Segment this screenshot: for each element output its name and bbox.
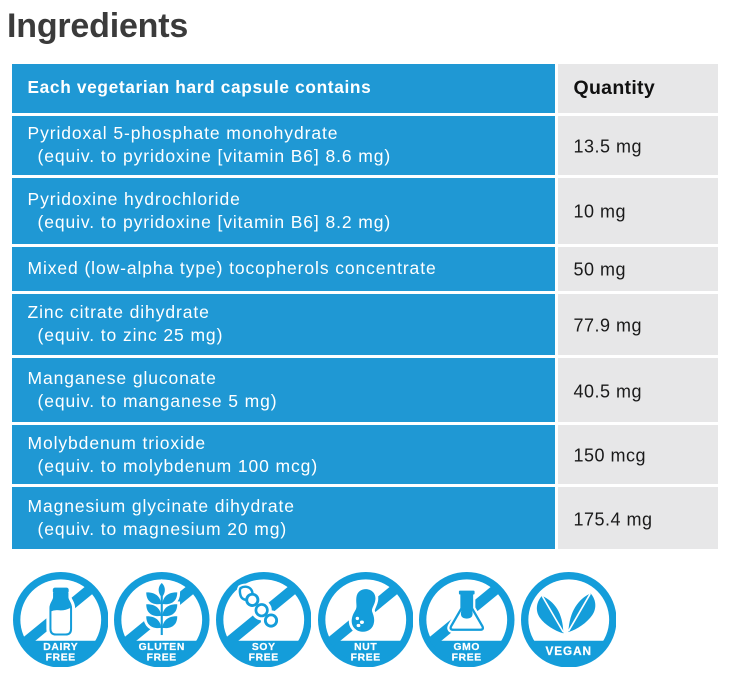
svg-text:FREE: FREE — [249, 652, 279, 663]
svg-text:FREE: FREE — [45, 652, 75, 663]
svg-text:GMO: GMO — [454, 642, 481, 653]
svg-text:DAIRY: DAIRY — [43, 642, 78, 653]
svg-text:FREE: FREE — [350, 652, 380, 663]
svg-text:NUT: NUT — [354, 642, 377, 653]
svg-text:GLUTEN: GLUTEN — [139, 642, 185, 653]
svg-text:FREE: FREE — [147, 652, 177, 663]
svg-text:VEGAN: VEGAN — [545, 645, 592, 658]
svg-text:SOY: SOY — [252, 642, 276, 653]
svg-text:FREE: FREE — [452, 652, 482, 663]
